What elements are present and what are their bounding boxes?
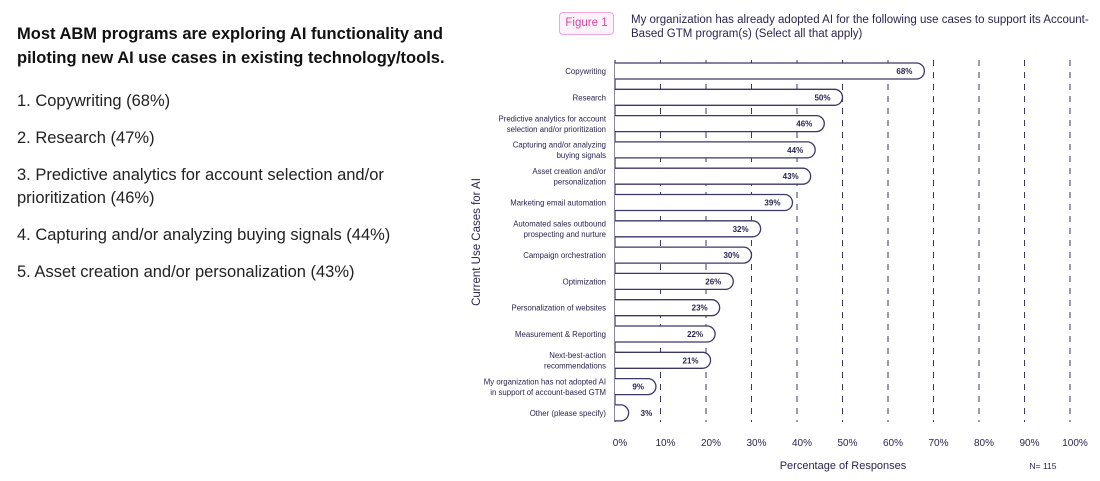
category-label: Other (please specify) (530, 409, 607, 418)
category-label: Next-best-action (549, 351, 606, 360)
x-tick-label: 10% (655, 438, 675, 449)
category-label: buying signals (557, 151, 607, 160)
category-label: Predictive analytics for account (499, 114, 607, 123)
summary-item: 1. Copywriting (68%) (17, 92, 171, 110)
data-label: 23% (692, 304, 708, 313)
figure-title: My organization has already adopted AI f… (631, 14, 1089, 40)
data-label: 44% (787, 146, 803, 155)
x-tick-label: 60% (883, 438, 903, 449)
bar (615, 299, 721, 317)
bar (615, 246, 753, 264)
y-axis-title: Current Use Cases for AI (471, 178, 483, 306)
bar (615, 62, 925, 80)
bar (615, 141, 816, 159)
x-tick-label: 70% (928, 438, 948, 449)
bar-fill (615, 141, 816, 158)
x-tick-label: 20% (701, 438, 721, 449)
data-label: 50% (814, 93, 830, 102)
category-label: Measurement & Reporting (515, 330, 606, 339)
category-label: recommendations (544, 362, 606, 371)
category-label: prospecting and nurture (524, 230, 606, 239)
bar-fill (615, 220, 761, 237)
category-label: in support of account-based GTM (490, 388, 606, 397)
bar (615, 272, 734, 291)
data-label: 68% (896, 67, 912, 76)
x-tick-label: 50% (837, 438, 857, 449)
category-label: Marketing email automation (510, 199, 606, 208)
data-label: 39% (764, 199, 780, 208)
data-label: 26% (705, 277, 721, 286)
category-label: selection and/or prioritization (507, 125, 606, 134)
category-label: Campaign orchestration (523, 251, 606, 260)
bar-fill (615, 89, 843, 106)
summary-item: 3. Predictive analytics for account sele… (17, 166, 384, 207)
x-tick-label: 0% (613, 438, 628, 449)
x-tick-label: 90% (1019, 438, 1039, 449)
category-label: My organization has not adopted AI (484, 377, 606, 386)
summary-item: 4. Capturing and/or analyzing buying sig… (17, 226, 391, 244)
bar-fill (615, 352, 711, 369)
category-label: Optimization (563, 277, 606, 286)
summary-item: 2. Research (47%) (17, 129, 155, 147)
category-label: Personalization of websites (512, 304, 607, 313)
bar (615, 325, 716, 343)
bar (615, 351, 712, 369)
bar (615, 88, 844, 106)
bar-fill (615, 378, 656, 395)
data-label: 9% (632, 383, 644, 392)
bar (615, 193, 794, 212)
figure-badge: Figure 1 (559, 12, 614, 35)
bar-fill (615, 63, 925, 79)
category-label: Research (573, 93, 606, 102)
data-label: 22% (687, 330, 703, 339)
bar-fill (615, 247, 752, 264)
summary-panel: Most ABM programs are exploring AI funct… (17, 22, 467, 298)
category-label: Capturing and/or analyzing (513, 141, 606, 150)
bar-fill (615, 115, 825, 132)
data-label: 21% (683, 356, 699, 365)
summary-item: 5. Asset creation and/or personalization… (17, 263, 355, 281)
category-label: personalization (554, 177, 606, 186)
data-label: 32% (733, 225, 749, 234)
bar-fill (615, 168, 811, 185)
category-label: Automated sales outbound (513, 220, 606, 229)
summary-heading: Most ABM programs are exploring AI funct… (17, 25, 445, 67)
bar (615, 404, 630, 422)
x-tick-label: 80% (974, 438, 994, 449)
x-tick-label: 30% (746, 438, 766, 449)
bar (615, 167, 812, 185)
x-tick-label: 40% (792, 438, 812, 449)
bar-fill (615, 326, 716, 342)
x-tick-label: 100% (1062, 438, 1088, 449)
bar-fill (615, 194, 793, 211)
category-label: Copywriting (565, 67, 606, 76)
data-label: 46% (796, 120, 812, 129)
category-label: Asset creation and/or (532, 167, 606, 176)
bar-fill (615, 404, 629, 421)
bar-fill (615, 273, 734, 290)
sample-size-label: N= 115 (1029, 461, 1056, 471)
bar (615, 377, 657, 396)
data-label: 30% (723, 251, 739, 260)
bar (615, 220, 762, 238)
x-axis-title: Percentage of Responses (780, 460, 907, 472)
bar-fill (615, 299, 720, 316)
data-label: 43% (783, 172, 799, 181)
bar (615, 114, 825, 133)
data-label: 3% (641, 409, 653, 418)
